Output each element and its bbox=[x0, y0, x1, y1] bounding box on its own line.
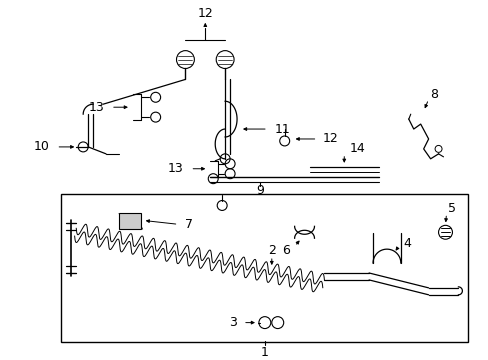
Text: 12: 12 bbox=[197, 8, 213, 21]
Text: 6: 6 bbox=[281, 244, 289, 257]
Text: 11: 11 bbox=[274, 122, 290, 136]
Bar bbox=[61, 194, 468, 342]
Text: 2: 2 bbox=[267, 244, 275, 257]
Text: 4: 4 bbox=[403, 237, 411, 250]
Text: 13: 13 bbox=[88, 101, 104, 114]
Text: 5: 5 bbox=[447, 202, 456, 215]
Text: 10: 10 bbox=[34, 140, 49, 153]
Text: 12: 12 bbox=[322, 132, 338, 145]
Text: 8: 8 bbox=[430, 88, 438, 101]
Bar bbox=[119, 213, 141, 229]
Text: 7: 7 bbox=[185, 218, 193, 231]
Text: 14: 14 bbox=[348, 143, 364, 156]
Text: 1: 1 bbox=[261, 346, 268, 359]
Text: 9: 9 bbox=[255, 184, 264, 197]
Text: 13: 13 bbox=[167, 162, 183, 175]
Text: 3: 3 bbox=[229, 316, 237, 329]
